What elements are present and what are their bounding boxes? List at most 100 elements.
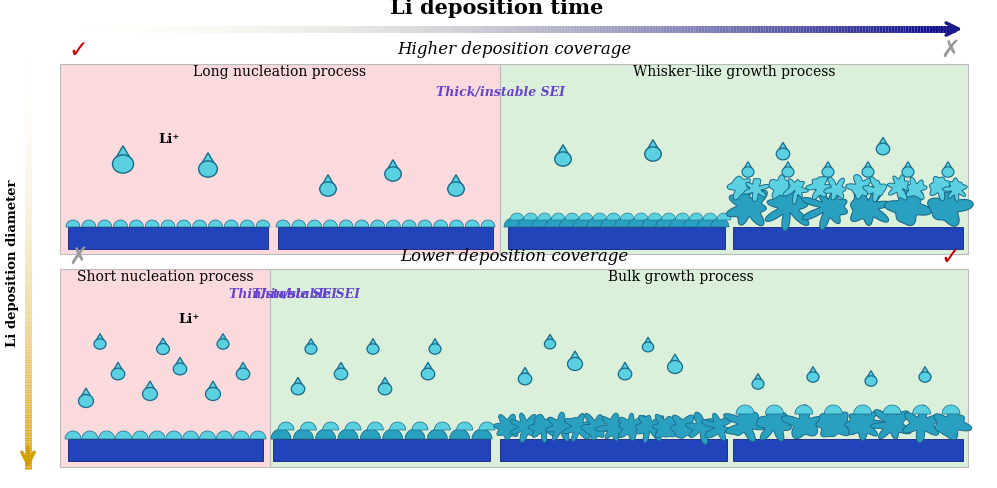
Polygon shape: [753, 374, 763, 383]
Ellipse shape: [143, 387, 158, 401]
Ellipse shape: [807, 372, 819, 383]
Polygon shape: [402, 221, 416, 227]
Polygon shape: [887, 175, 915, 201]
Polygon shape: [510, 214, 524, 221]
Ellipse shape: [567, 358, 582, 371]
Polygon shape: [133, 431, 149, 439]
Ellipse shape: [367, 344, 379, 354]
Polygon shape: [727, 188, 768, 226]
Polygon shape: [218, 334, 228, 343]
Text: Higher deposition coverage: Higher deposition coverage: [397, 41, 631, 59]
Polygon shape: [697, 219, 715, 227]
Ellipse shape: [942, 167, 954, 178]
Ellipse shape: [217, 339, 229, 349]
Polygon shape: [428, 429, 448, 439]
Polygon shape: [587, 219, 605, 227]
Polygon shape: [656, 219, 674, 227]
Ellipse shape: [919, 372, 931, 383]
Polygon shape: [300, 422, 316, 430]
Bar: [733, 227, 963, 249]
Polygon shape: [614, 219, 632, 227]
Ellipse shape: [113, 156, 134, 174]
Bar: [508, 227, 725, 249]
Polygon shape: [545, 219, 563, 227]
Polygon shape: [523, 214, 537, 221]
Polygon shape: [669, 354, 681, 365]
Polygon shape: [293, 429, 313, 439]
Polygon shape: [494, 414, 521, 440]
Polygon shape: [379, 378, 391, 387]
Polygon shape: [823, 163, 833, 171]
Polygon shape: [339, 221, 353, 227]
Polygon shape: [619, 363, 631, 372]
Polygon shape: [862, 163, 873, 171]
Ellipse shape: [334, 368, 348, 380]
Polygon shape: [824, 178, 846, 201]
Polygon shape: [200, 153, 216, 167]
Polygon shape: [113, 363, 124, 372]
Polygon shape: [237, 363, 249, 372]
Bar: [60, 269, 270, 467]
Polygon shape: [182, 431, 198, 439]
Ellipse shape: [205, 387, 220, 401]
Polygon shape: [568, 351, 581, 362]
Ellipse shape: [777, 149, 790, 161]
Polygon shape: [208, 221, 222, 227]
Polygon shape: [648, 214, 662, 221]
Polygon shape: [367, 422, 383, 430]
Polygon shape: [595, 413, 629, 441]
Polygon shape: [942, 179, 967, 202]
Polygon shape: [537, 214, 551, 221]
Polygon shape: [335, 363, 347, 372]
Polygon shape: [556, 145, 570, 158]
Text: ✗: ✗: [68, 244, 88, 268]
Ellipse shape: [385, 167, 401, 182]
Polygon shape: [82, 221, 96, 227]
Polygon shape: [670, 415, 697, 438]
Ellipse shape: [822, 167, 834, 178]
Polygon shape: [743, 163, 753, 171]
Text: Li deposition time: Li deposition time: [390, 0, 604, 18]
Polygon shape: [528, 414, 557, 443]
Polygon shape: [562, 414, 596, 441]
Polygon shape: [323, 221, 337, 227]
Polygon shape: [206, 381, 219, 392]
Polygon shape: [216, 431, 232, 439]
Text: Bulk growth process: Bulk growth process: [608, 269, 754, 284]
Polygon shape: [450, 221, 464, 227]
Text: Li deposition diameter: Li deposition diameter: [6, 179, 19, 346]
Polygon shape: [689, 214, 704, 221]
Polygon shape: [636, 415, 664, 443]
Polygon shape: [573, 219, 591, 227]
Polygon shape: [338, 429, 358, 439]
Polygon shape: [934, 407, 972, 440]
Text: ✗: ✗: [940, 38, 960, 62]
Polygon shape: [405, 429, 425, 439]
Polygon shape: [808, 367, 819, 376]
Polygon shape: [146, 221, 160, 227]
Polygon shape: [902, 406, 940, 443]
Polygon shape: [703, 214, 717, 221]
Ellipse shape: [862, 167, 874, 178]
Ellipse shape: [429, 344, 441, 354]
Polygon shape: [360, 429, 380, 439]
Polygon shape: [769, 175, 791, 199]
Polygon shape: [782, 405, 824, 439]
Text: ✓: ✓: [68, 38, 88, 62]
Ellipse shape: [157, 344, 169, 355]
Polygon shape: [271, 429, 291, 439]
Ellipse shape: [865, 376, 877, 386]
Ellipse shape: [378, 384, 392, 395]
Text: Thick/instable SEI: Thick/instable SEI: [436, 86, 564, 99]
Bar: [733, 439, 963, 461]
Text: Whisker-like growth process: Whisker-like growth process: [633, 65, 835, 79]
Polygon shape: [853, 405, 871, 414]
Polygon shape: [150, 431, 166, 439]
Polygon shape: [292, 221, 306, 227]
Ellipse shape: [876, 144, 889, 156]
Text: Lower deposition coverage: Lower deposition coverage: [400, 248, 628, 265]
Polygon shape: [355, 221, 369, 227]
Polygon shape: [756, 409, 792, 441]
Ellipse shape: [173, 364, 186, 375]
Polygon shape: [844, 408, 884, 441]
